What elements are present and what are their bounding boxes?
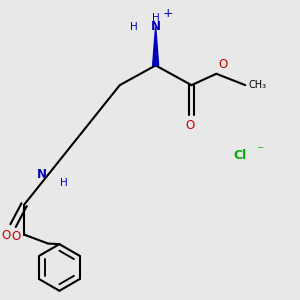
- Text: O: O: [11, 230, 20, 243]
- Text: N: N: [151, 20, 160, 33]
- Text: H: H: [152, 13, 160, 23]
- Text: Cl: Cl: [234, 149, 247, 163]
- Text: O: O: [2, 229, 11, 242]
- Text: H: H: [60, 178, 68, 188]
- Text: H: H: [130, 22, 138, 32]
- Text: O: O: [185, 118, 195, 132]
- Text: CH₃: CH₃: [249, 80, 267, 90]
- Text: N: N: [37, 168, 46, 181]
- Text: +: +: [163, 7, 173, 20]
- Text: ⁻: ⁻: [256, 145, 263, 158]
- Polygon shape: [153, 27, 159, 65]
- Text: O: O: [219, 58, 228, 71]
